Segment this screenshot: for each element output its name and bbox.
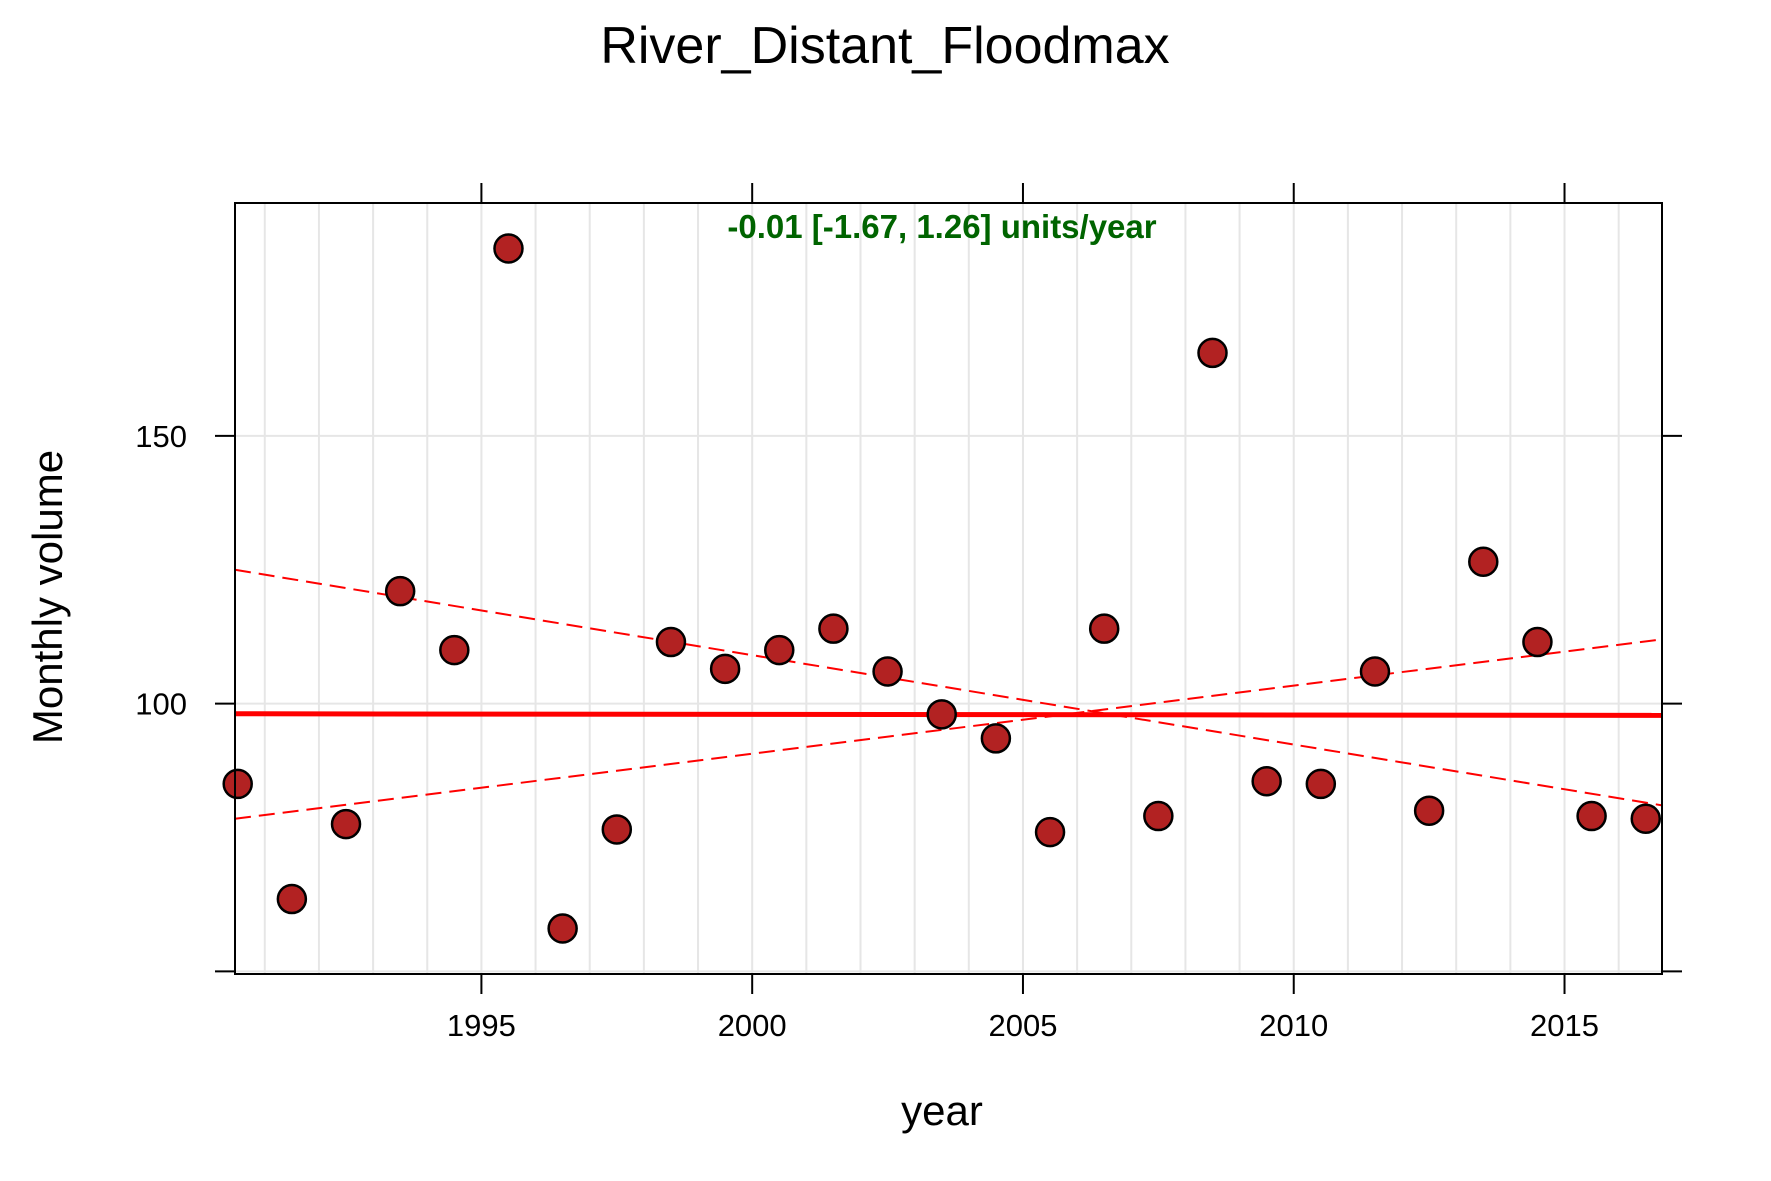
data-point — [601, 814, 633, 845]
plot-frame — [234, 202, 1663, 975]
data-point — [330, 808, 362, 840]
data-point — [709, 653, 741, 685]
trend-ci-lower-line — [234, 638, 1663, 820]
data-point — [384, 575, 416, 607]
data-point — [1359, 656, 1391, 687]
grid — [235, 203, 1662, 974]
data-point — [655, 626, 687, 658]
chart-title: River_Distant_Floodmax — [600, 17, 1169, 75]
trend-annotation: -0.01 [-1.67, 1.26] units/year — [727, 208, 1156, 245]
data-point — [818, 613, 849, 644]
data-point — [1630, 803, 1662, 834]
data-point — [1034, 816, 1066, 848]
data-point — [872, 656, 903, 687]
x-tick-label: 2010 — [1259, 1008, 1328, 1043]
data-point — [276, 883, 308, 915]
data-point — [493, 233, 524, 264]
data-point — [926, 699, 957, 730]
x-tick-label: 2005 — [988, 1008, 1057, 1043]
trend-lines — [234, 568, 1663, 820]
data-point — [1143, 800, 1174, 832]
data-point — [1522, 626, 1553, 658]
data-points — [222, 233, 1662, 944]
data-point — [980, 723, 1012, 754]
data-point — [1088, 613, 1120, 644]
x-tick-label: 2000 — [718, 1008, 787, 1043]
data-point — [1468, 546, 1499, 577]
data-point — [439, 634, 470, 666]
trend-ci-upper-line — [234, 568, 1663, 807]
y-tick-label: 100 — [135, 687, 187, 722]
x-axis-label: year — [901, 1087, 983, 1134]
data-point — [222, 768, 253, 800]
axes: 1995 2000 2005 2010 2015 100 150 — [135, 183, 1682, 1043]
data-point — [1413, 795, 1445, 826]
y-tick-label: 150 — [135, 419, 187, 454]
data-point — [1197, 337, 1228, 369]
data-point — [1251, 766, 1282, 797]
x-tick-label: 2015 — [1530, 1008, 1599, 1043]
y-axis-label: Monthly volume — [24, 450, 71, 744]
x-tick-label: 1995 — [447, 1008, 516, 1043]
data-point — [1576, 800, 1607, 832]
data-point — [764, 634, 795, 666]
data-point — [1305, 768, 1337, 800]
data-point — [547, 913, 578, 944]
